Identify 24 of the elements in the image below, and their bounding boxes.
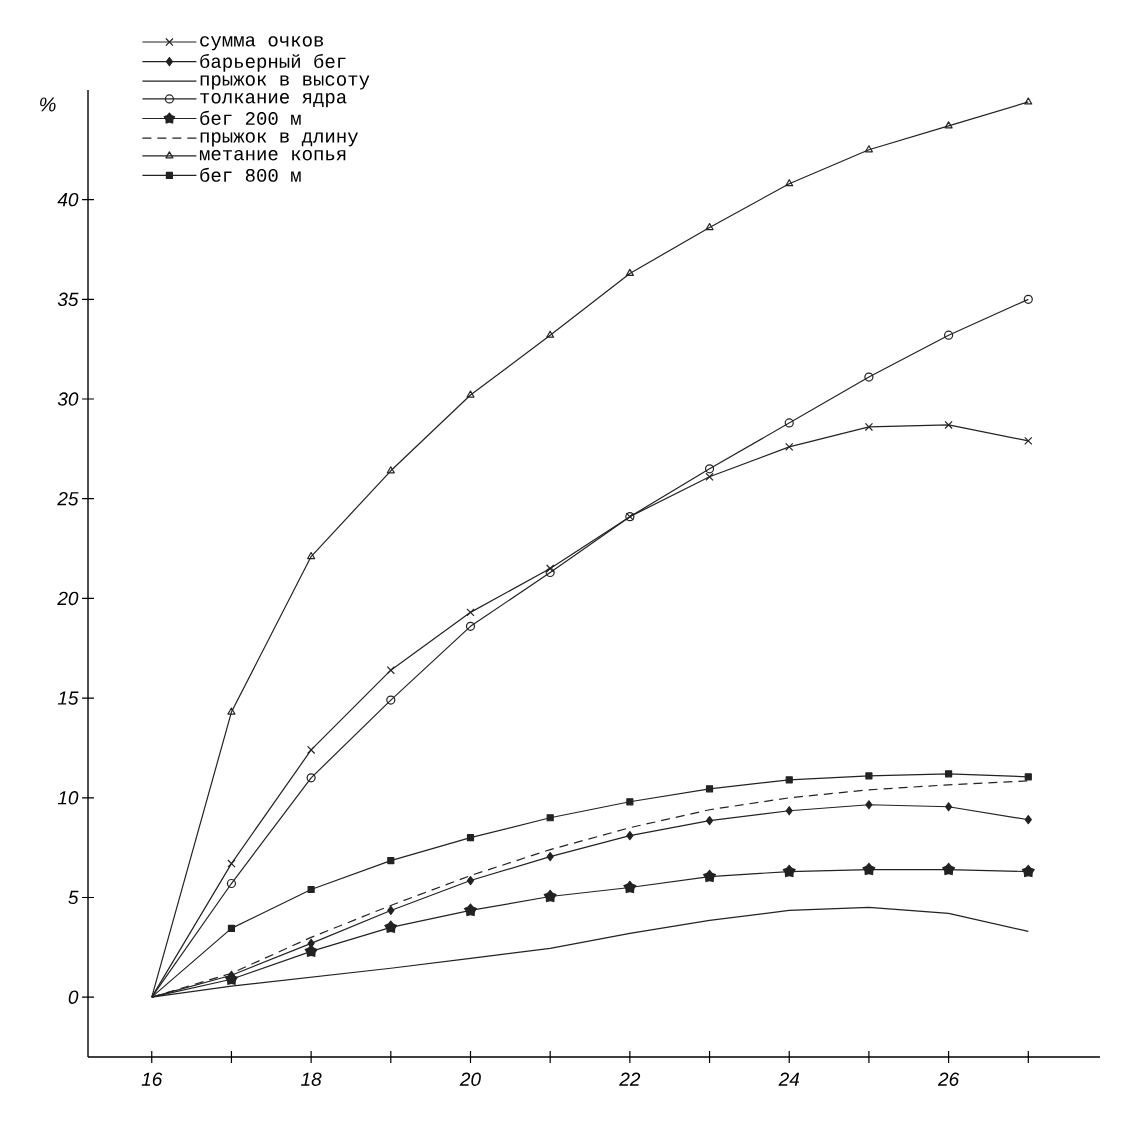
y-tick-label: 35 <box>57 292 79 307</box>
y-tick-label: 20 <box>57 591 79 606</box>
legend-label: барьерный бег <box>200 53 346 72</box>
legend-label: метание копья <box>199 149 346 161</box>
x-tick-label: 18 <box>301 1072 322 1086</box>
y-tick-label: 25 <box>57 491 79 506</box>
y-tick-label: 10 <box>57 791 79 805</box>
legend-label: прыжок в высоту <box>200 75 370 90</box>
y-tick-label: 30 <box>57 392 79 406</box>
x-tick-label: 22 <box>619 1072 641 1086</box>
legend-label: толкание ядра <box>200 93 347 108</box>
legend-label: бег 800 м <box>200 167 301 182</box>
x-tick-label: 16 <box>141 1072 163 1086</box>
y-axis-title: % <box>40 97 56 112</box>
y-tick-label: 5 <box>68 890 79 905</box>
legend-label: прыжок в длину <box>200 132 358 147</box>
legend-label: сумма очков <box>200 36 324 51</box>
y-tick-label: 40 <box>57 192 79 207</box>
y-tick-label: 15 <box>57 691 79 705</box>
x-tick-label: 20 <box>459 1072 481 1086</box>
legend-label: бег 200 м <box>200 110 301 125</box>
y-tick-label: 0 <box>68 990 79 1004</box>
x-tick-label: 24 <box>778 1072 800 1086</box>
x-tick-label: 26 <box>937 1072 960 1086</box>
